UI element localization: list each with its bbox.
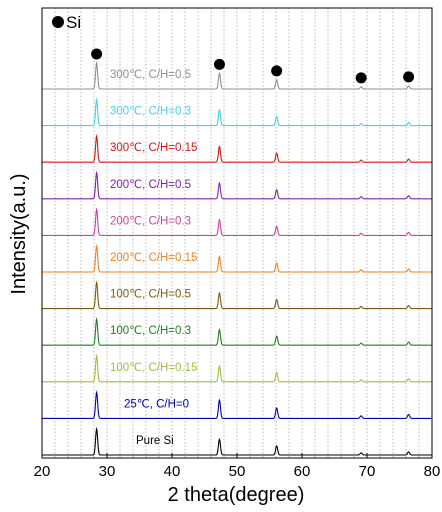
peak-markers [91,48,415,84]
si-peak-marker [271,65,283,77]
x-tick-label: 20 [34,463,51,480]
si-peak-marker [91,48,103,60]
series-label: 300℃, C/H=0.3 [110,106,191,118]
series-label: 300℃, C/H=0.15 [110,142,197,154]
traces [42,60,432,456]
series-line [42,60,432,90]
series-label: 100℃, C/H=0.15 [110,362,197,374]
x-tick-label: 40 [164,463,181,480]
series-label: 100℃, C/H=0.5 [110,289,191,301]
legend-marker [52,16,64,28]
x-tick-label: 70 [359,463,376,480]
series-line [42,390,432,419]
si-peak-marker [355,72,367,84]
series-line [42,280,432,310]
legend: Si [52,13,81,32]
series-label: Pure Si [136,435,174,447]
series-label: 100℃, C/H=0.3 [110,325,191,337]
series-label: 300℃, C/H=0.5 [110,69,191,81]
series-line [42,207,432,236]
series-line [42,353,432,383]
trace-labels: Pure Si 25℃, C/H=0 100℃, C/H=0.15 100℃, C/H… [110,69,197,447]
series-label: 200℃, C/H=0.3 [110,215,191,227]
series-line [42,317,432,346]
x-tick-label: 60 [294,463,311,480]
series-line [42,97,432,127]
legend-label: Si [66,13,81,32]
x-tick-label: 30 [99,463,116,480]
x-axis-title: 2 theta(degree) [168,484,305,506]
x-axis-ticks: 20 30 40 50 60 70 80 [34,453,441,480]
y-axis-title: Intensity(a.u.) [8,173,30,294]
series-label: 200℃, C/H=0.15 [110,252,197,264]
series-line [42,170,432,200]
series-line [42,134,432,163]
x-tick-label: 50 [229,463,246,480]
si-peak-marker [403,71,415,83]
grid [54,8,420,458]
series-label: 200℃, C/H=0.5 [110,179,191,191]
x-tick-label: 80 [424,463,441,480]
series-label: 25℃, C/H=0 [124,398,189,410]
si-peak-marker [213,58,225,70]
series-line [42,243,432,273]
